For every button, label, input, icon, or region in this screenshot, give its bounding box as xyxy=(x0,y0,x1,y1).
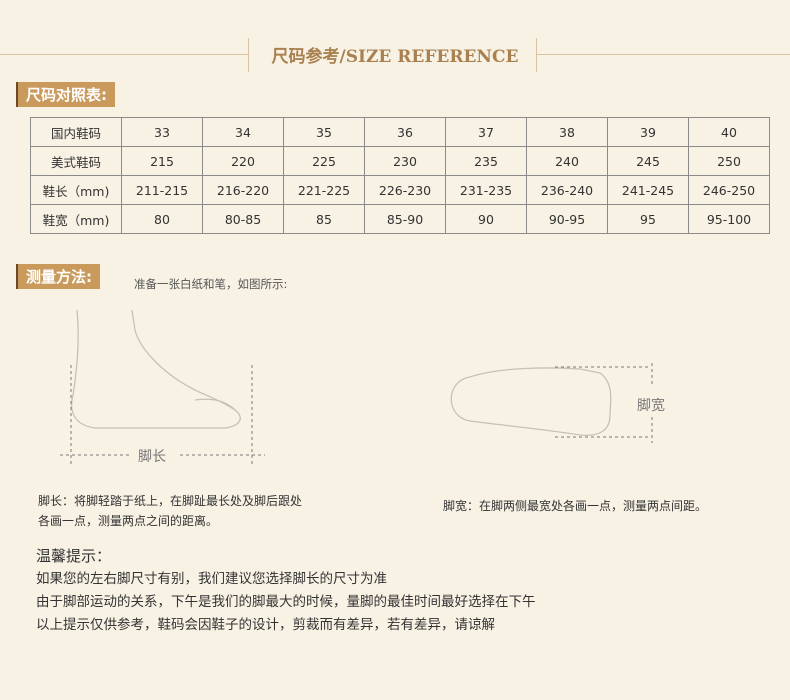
tips-section: 温馨提示： 如果您的左右脚尺寸有别，我们建议您选择脚长的尺寸为准 由于脚部运动的… xyxy=(36,545,536,637)
table-cell: 225 xyxy=(283,146,365,176)
table-cell: 245 xyxy=(607,146,689,176)
table-cell: 34 xyxy=(202,117,284,147)
table-cell: 39 xyxy=(607,117,689,147)
table-cell: 250 xyxy=(688,146,770,176)
table-row: 国内鞋码 33 34 35 36 37 38 39 40 xyxy=(30,117,770,147)
foot-side-illustration xyxy=(60,309,265,465)
tips-title: 温馨提示： xyxy=(36,547,112,565)
row-header: 国内鞋码 xyxy=(30,117,122,147)
table-cell: 90-95 xyxy=(526,204,608,234)
tip-line: 如果您的左右脚尺寸有别，我们建议您选择脚长的尺寸为准 xyxy=(36,571,387,587)
table-cell: 95-100 xyxy=(688,204,770,234)
table-cell: 35 xyxy=(283,117,365,147)
method-intro: 准备一张白纸和笔，如图所示: xyxy=(134,277,288,291)
table-cell: 226-230 xyxy=(364,175,446,205)
foot-top-illustration xyxy=(450,363,653,443)
table-cell: 241-245 xyxy=(607,175,689,205)
row-header: 鞋长（mm) xyxy=(30,175,122,205)
table-cell: 235 xyxy=(445,146,527,176)
table-cell: 38 xyxy=(526,117,608,147)
table-cell: 80 xyxy=(121,204,203,234)
divider-tick xyxy=(248,38,249,72)
table-cell: 215 xyxy=(121,146,203,176)
divider-right xyxy=(536,54,790,55)
table-cell: 95 xyxy=(607,204,689,234)
table-cell: 80-85 xyxy=(202,204,284,234)
row-header: 鞋宽（mm) xyxy=(30,204,122,234)
table-cell: 221-225 xyxy=(283,175,365,205)
table-cell: 220 xyxy=(202,146,284,176)
table-row: 美式鞋码 215 220 225 230 235 240 245 250 xyxy=(30,146,770,176)
tip-line: 由于脚部运动的关系，下午是我们的脚最大的时候，量脚的最佳时间最好选择在下午 xyxy=(36,594,536,610)
table-cell: 36 xyxy=(364,117,446,147)
table-row: 鞋长（mm) 211-215 216-220 221-225 226-230 231-23… xyxy=(30,175,770,205)
width-desc: 脚宽：在脚两侧最宽处各画一点，测量两点间距。 xyxy=(443,499,708,513)
size-table: 国内鞋码 33 34 35 36 37 38 39 40 美式鞋码 215 220 225 230 235 2… xyxy=(30,117,770,234)
divider-tick xyxy=(536,38,537,72)
table-cell: 211-215 xyxy=(121,175,203,205)
length-desc-1: 脚长：将脚轻踏于纸上，在脚趾最长处及脚后跟处 xyxy=(38,494,303,508)
page-title: 尺码参考/SIZE REFERENCE xyxy=(271,47,519,67)
table-cell: 40 xyxy=(688,117,770,147)
table-cell: 90 xyxy=(445,204,527,234)
table-cell: 236-240 xyxy=(526,175,608,205)
table-cell: 85-90 xyxy=(364,204,446,234)
row-header: 美式鞋码 xyxy=(30,146,122,176)
width-label: 脚宽 xyxy=(637,398,665,414)
table-cell: 216-220 xyxy=(202,175,284,205)
table-cell: 246-250 xyxy=(688,175,770,205)
method-label: 测量方法: xyxy=(16,264,100,289)
table-cell: 231-235 xyxy=(445,175,527,205)
size-chart-label: 尺码对照表: xyxy=(16,82,115,107)
length-desc-2: 各画一点，测量两点之间的距离。 xyxy=(38,514,219,528)
table-cell: 230 xyxy=(364,146,446,176)
table-row: 鞋宽（mm) 80 80-85 85 85-90 90 90-95 95 95-100 xyxy=(30,204,770,234)
length-label: 脚长 xyxy=(138,449,166,465)
divider-left xyxy=(0,54,248,55)
table-cell: 33 xyxy=(121,117,203,147)
table-cell: 37 xyxy=(445,117,527,147)
tip-line: 以上提示仅供参考，鞋码会因鞋子的设计，剪裁而有差异，若有差异，请谅解 xyxy=(36,617,495,633)
table-cell: 85 xyxy=(283,204,365,234)
table-cell: 240 xyxy=(526,146,608,176)
